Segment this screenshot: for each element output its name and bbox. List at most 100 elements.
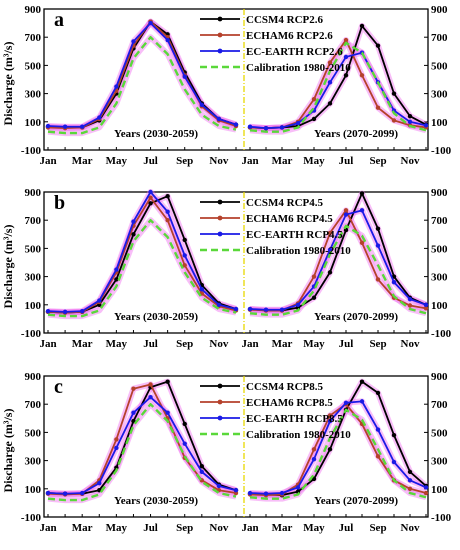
data-point xyxy=(327,413,333,418)
data-point xyxy=(97,480,102,486)
data-point xyxy=(263,307,269,312)
x-tick-label: Jan xyxy=(241,338,258,350)
series-line xyxy=(47,218,237,318)
x-tick-label: Nov xyxy=(401,522,420,534)
x-tick-label: Jan xyxy=(39,338,56,350)
period-label: Years (2070-2099) xyxy=(314,128,398,140)
data-point xyxy=(343,212,349,217)
data-point xyxy=(343,73,349,78)
data-point xyxy=(247,124,253,129)
data-point xyxy=(182,421,187,427)
y-tick-label-left: 900 xyxy=(25,187,42,199)
data-point xyxy=(247,490,253,496)
data-point xyxy=(148,189,153,195)
x-tick-label: Mar xyxy=(72,155,93,167)
y-tick-label-left: 300 xyxy=(25,272,42,284)
data-point xyxy=(233,122,239,127)
data-point xyxy=(199,464,205,469)
data-point xyxy=(327,60,333,65)
y-tick-label-left: -100 xyxy=(21,145,42,157)
data-point xyxy=(45,308,51,314)
legend-label: CCSM4 RCP2.6 xyxy=(246,14,323,26)
data-point xyxy=(327,447,333,452)
data-point xyxy=(199,287,205,292)
y-tick-label-right: 900 xyxy=(431,4,448,16)
data-point xyxy=(359,399,365,404)
y-tick-label-right: 300 xyxy=(431,272,448,284)
data-point xyxy=(131,219,136,224)
x-tick-label: Jul xyxy=(339,522,354,534)
x-tick-label: Jul xyxy=(339,155,354,167)
data-point xyxy=(327,270,333,275)
data-point xyxy=(79,308,85,314)
y-tick-label-left: -100 xyxy=(21,512,42,524)
legend-label: EC-EARTH RCP2.6 xyxy=(246,46,343,58)
data-point xyxy=(423,485,429,490)
panel-c: -100 -100 100 100 300 300 500 500 700 700 900 900 Di… xyxy=(1,371,452,534)
data-point xyxy=(311,456,317,462)
y-tick-label-left: 100 xyxy=(25,117,42,129)
legend-marker xyxy=(217,32,223,38)
legend-marker xyxy=(217,399,223,405)
data-point xyxy=(359,379,365,384)
data-point xyxy=(295,485,301,490)
data-point xyxy=(295,302,301,307)
legend-label: EC-EARTH RCP4.5 xyxy=(246,229,343,241)
y-tick-label-left: -100 xyxy=(21,328,42,340)
data-point xyxy=(263,491,269,496)
data-point xyxy=(311,274,317,279)
x-tick-label: Nov xyxy=(209,338,228,350)
data-point xyxy=(148,382,153,387)
x-tick-label: Jul xyxy=(339,338,354,350)
data-point xyxy=(131,386,136,391)
series-line-halo xyxy=(249,207,427,313)
data-point xyxy=(311,116,317,122)
legend-marker xyxy=(217,199,223,205)
data-point xyxy=(114,84,119,89)
data-point xyxy=(343,54,349,60)
y-tick-label-left: 900 xyxy=(25,371,42,383)
data-point xyxy=(311,97,317,102)
period-label: Years (2030-2059) xyxy=(114,128,198,140)
x-tick-label: Mar xyxy=(72,338,93,350)
data-point xyxy=(391,280,397,285)
y-tick-label-right: 100 xyxy=(431,117,448,129)
data-point xyxy=(391,433,397,438)
legend-label: Calibration 1980-2010 xyxy=(246,429,351,441)
x-tick-label: May xyxy=(303,522,325,534)
data-point xyxy=(407,296,413,302)
data-point xyxy=(45,490,51,496)
legend-marker xyxy=(217,415,223,421)
y-tick-label-left: 500 xyxy=(25,427,42,439)
series-line xyxy=(249,41,427,133)
x-tick-label: May xyxy=(303,338,325,350)
data-point xyxy=(423,302,429,307)
data-point xyxy=(216,483,222,489)
data-point xyxy=(407,486,413,491)
data-point xyxy=(182,74,187,79)
x-tick-label: Mar xyxy=(72,522,93,534)
data-point xyxy=(407,469,413,475)
y-tick-label-right: 700 xyxy=(431,215,448,227)
legend-marker xyxy=(217,48,223,54)
x-tick-label: Mar xyxy=(272,155,293,167)
data-point xyxy=(375,243,381,248)
data-point xyxy=(343,37,349,43)
data-point xyxy=(327,230,333,236)
x-tick-label: Jul xyxy=(143,338,158,350)
data-point xyxy=(343,208,349,213)
data-point xyxy=(114,277,119,282)
y-tick-label-right: 700 xyxy=(431,32,448,44)
panel-letter: a xyxy=(54,9,64,31)
x-tick-label: May xyxy=(106,155,128,167)
legend-label: EC-EARTH RCP8.5 xyxy=(246,413,343,425)
period-label: Years (2030-2059) xyxy=(114,495,198,507)
y-tick-label-right: -100 xyxy=(431,512,452,524)
period-label: Years (2070-2099) xyxy=(314,311,398,323)
y-tick-label-right: 700 xyxy=(431,399,448,411)
data-point xyxy=(199,102,205,108)
y-tick-label-left: 700 xyxy=(25,399,42,411)
data-point xyxy=(148,201,153,206)
y-tick-label-left: 100 xyxy=(25,300,42,312)
x-tick-label: Sep xyxy=(176,522,193,534)
